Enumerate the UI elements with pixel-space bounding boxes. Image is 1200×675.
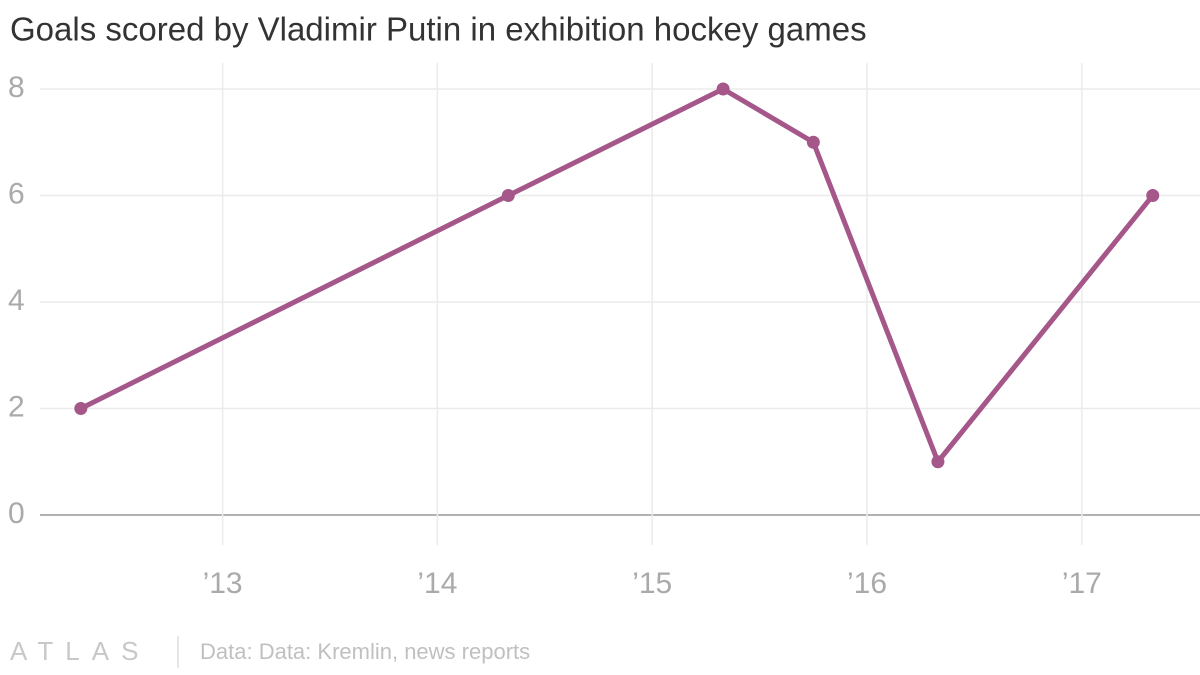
brand: ATLAS	[10, 636, 150, 666]
chart-title: Goals scored by Vladimir Putin in exhibi…	[10, 11, 867, 48]
y-tick-label: 2	[8, 390, 25, 423]
x-tick-label: ’16	[847, 567, 887, 600]
line	[79, 86, 1155, 465]
point	[74, 401, 88, 415]
point	[501, 188, 515, 202]
point	[716, 82, 730, 96]
x-tick-label: ’13	[203, 567, 243, 600]
source: Data: Data: Kremlin, news reports	[200, 639, 530, 664]
x-tick-label: ’17	[1062, 567, 1102, 600]
point	[931, 455, 945, 469]
y-tick-label: 8	[8, 71, 25, 104]
point	[1146, 188, 1160, 202]
point	[806, 135, 820, 149]
y-tick-label: 4	[8, 284, 25, 317]
y-tick-label: 6	[8, 177, 25, 210]
x-tick-label: ’14	[417, 567, 457, 600]
x-tick-label: ’15	[632, 567, 672, 600]
y-tick-label: 0	[8, 497, 25, 530]
